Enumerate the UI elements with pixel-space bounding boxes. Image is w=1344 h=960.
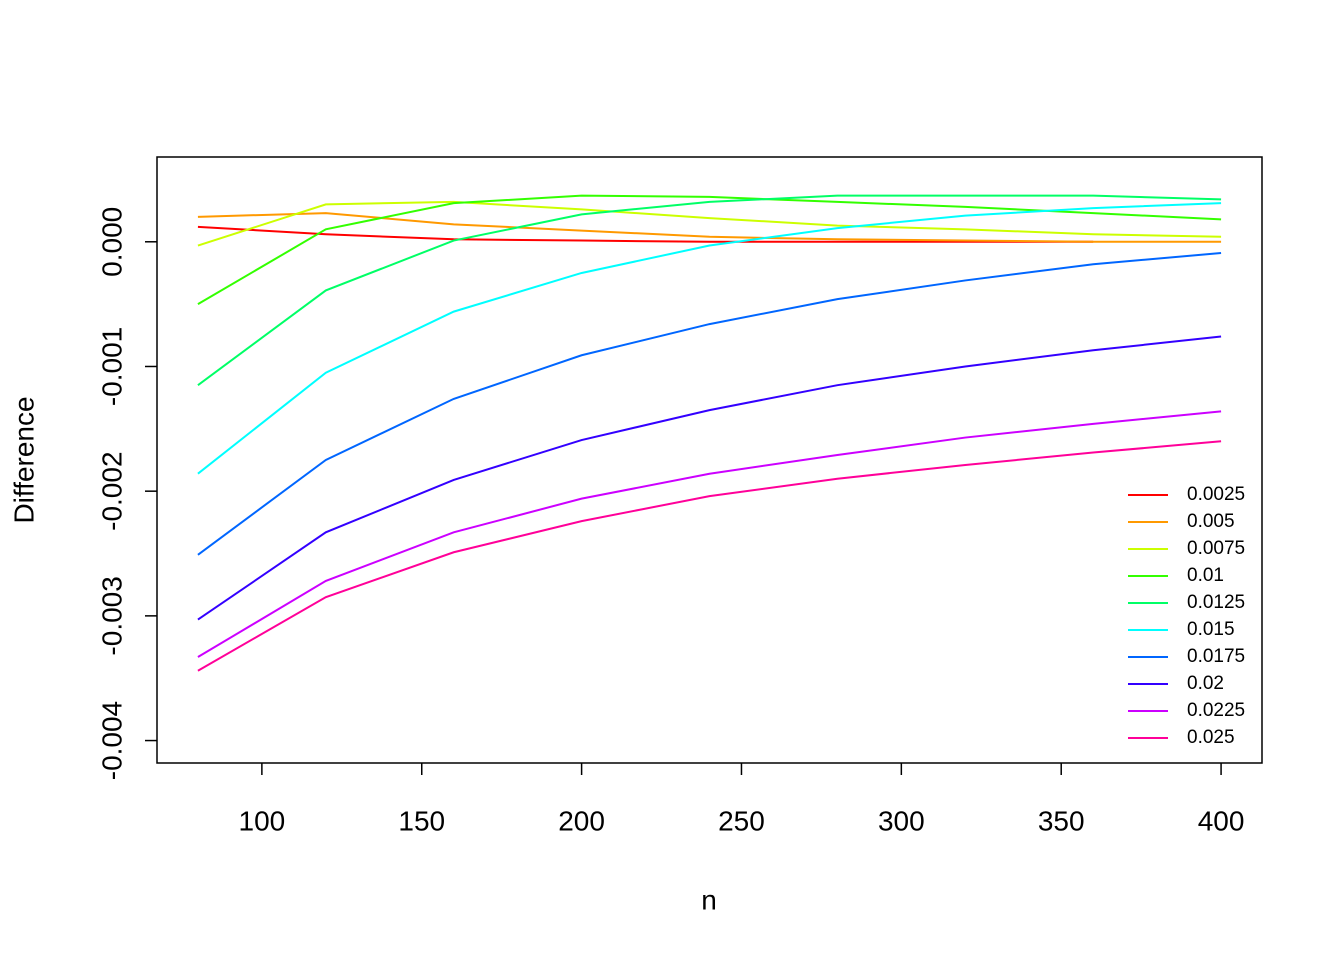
legend-label: 0.005 [1187, 511, 1235, 532]
legend-label: 0.01 [1187, 565, 1224, 586]
x-tick-label: 150 [398, 805, 445, 836]
series-line [197, 410, 1222, 658]
legend-label: 0.0075 [1187, 538, 1245, 559]
x-tick-label: 400 [1198, 805, 1245, 836]
series-line [197, 225, 1094, 243]
x-tick-label: 250 [718, 805, 765, 836]
series-line [197, 212, 1222, 243]
x-tick-label: 100 [239, 805, 286, 836]
legend-label: 0.0125 [1187, 592, 1245, 613]
series-line [197, 335, 1222, 621]
y-axis-label: Difference [8, 396, 39, 523]
x-axis-label: n [701, 884, 717, 915]
y-tick-label: -0.004 [96, 701, 127, 780]
x-tick-label: 200 [558, 805, 605, 836]
series-line [197, 200, 1222, 247]
legend-label: 0.02 [1187, 673, 1224, 694]
series-line [197, 194, 1222, 386]
legend-label: 0.015 [1187, 619, 1235, 640]
series-line [197, 202, 1222, 475]
series-line [197, 252, 1222, 556]
series-line [197, 440, 1222, 672]
y-tick-label: -0.003 [96, 576, 127, 655]
y-tick-label: -0.002 [96, 451, 127, 530]
legend-label: 0.025 [1187, 727, 1235, 748]
series-line [197, 194, 1222, 305]
x-tick-label: 300 [878, 805, 925, 836]
legend-label: 0.0175 [1187, 646, 1245, 667]
y-tick-label: 0.000 [96, 207, 127, 277]
x-tick-label: 350 [1038, 805, 1085, 836]
legend-label: 0.0225 [1187, 700, 1245, 721]
legend-label: 0.0025 [1187, 484, 1245, 505]
plot-frame [156, 156, 1263, 764]
y-tick-label: -0.001 [96, 327, 127, 406]
